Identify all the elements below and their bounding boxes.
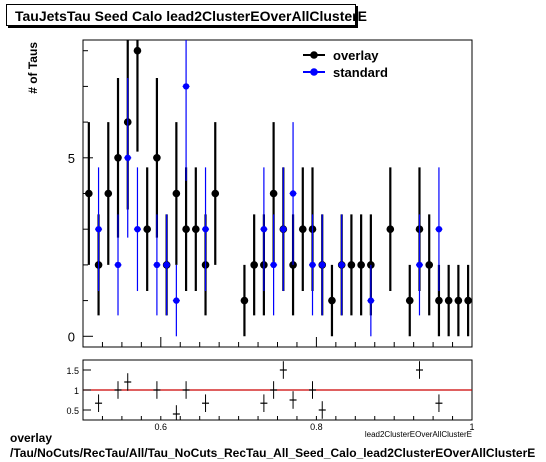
data-point <box>124 154 131 162</box>
main-plot: 0 5 # of Taus <box>26 39 473 348</box>
y-tick-label: 0 <box>68 329 75 344</box>
data-point <box>386 225 395 233</box>
data-point <box>289 190 297 197</box>
data-point <box>444 296 453 305</box>
footer-label: overlay <box>10 431 53 445</box>
series-ratio <box>95 361 443 420</box>
data-point <box>134 225 141 233</box>
legend-label: overlay <box>333 48 379 63</box>
data-point <box>416 261 423 269</box>
chart-title: TauJetsTau Seed Calo lead2ClusterEOverAl… <box>6 4 367 26</box>
data-point <box>309 261 316 269</box>
data-point <box>182 225 190 233</box>
data-point <box>405 296 414 305</box>
data-point <box>319 261 326 269</box>
data-point <box>202 225 209 233</box>
data-point <box>163 261 170 269</box>
ratio-x-tick-label: 0.8 <box>310 422 323 432</box>
legend-marker <box>310 68 318 76</box>
legend-label: standard <box>333 65 388 80</box>
legend-marker <box>310 51 318 59</box>
data-point <box>435 225 443 233</box>
data-point <box>289 261 297 269</box>
data-point <box>85 189 93 198</box>
data-point <box>338 261 345 269</box>
ratio-plot: 0.511.50.6 0.8 1lead2ClusterEOverAllCluste… <box>66 359 475 439</box>
data-point <box>435 296 443 305</box>
series-overlay <box>85 40 472 337</box>
data-point <box>153 154 161 162</box>
legend: overlay standard <box>303 48 388 80</box>
data-point <box>153 261 161 269</box>
data-point <box>250 261 258 269</box>
ratio-y-tick-label: 1 <box>74 386 79 396</box>
data-point <box>260 225 268 233</box>
y-axis-label: # of Taus <box>26 42 40 94</box>
ratio-y-tick-label: 0.5 <box>66 406 79 416</box>
main-frame <box>82 39 473 348</box>
ratio-x-tick-label: 1 <box>469 422 474 432</box>
data-point <box>95 225 102 233</box>
data-point <box>367 297 375 304</box>
y-tick-label: 5 <box>68 151 75 166</box>
ratio-x-tick-label: 0.6 <box>155 422 168 432</box>
data-point <box>114 154 122 162</box>
footer-path: /Tau/NoCuts/RecTau/All/Tau_NoCuts_RecTau… <box>10 446 536 460</box>
data-point <box>357 261 365 269</box>
data-point <box>425 261 434 269</box>
data-point <box>173 297 180 304</box>
data-point <box>328 296 336 305</box>
x-axis-label: lead2ClusterEOverAllClusterE <box>365 430 472 439</box>
series-standard <box>95 40 443 337</box>
data-point <box>240 296 249 305</box>
ratio-y-tick-label: 1.5 <box>66 366 79 376</box>
data-point <box>211 189 220 198</box>
data-point <box>464 296 472 305</box>
data-point <box>347 261 356 269</box>
data-point <box>192 225 200 233</box>
data-point <box>454 296 463 305</box>
data-point <box>182 83 190 90</box>
data-point <box>114 261 122 269</box>
data-point <box>172 189 181 198</box>
data-point <box>298 225 307 233</box>
data-point <box>280 225 287 233</box>
data-point <box>143 225 151 233</box>
data-point <box>270 261 277 269</box>
data-point <box>133 46 142 55</box>
data-point <box>104 189 113 198</box>
data-point <box>269 189 278 198</box>
